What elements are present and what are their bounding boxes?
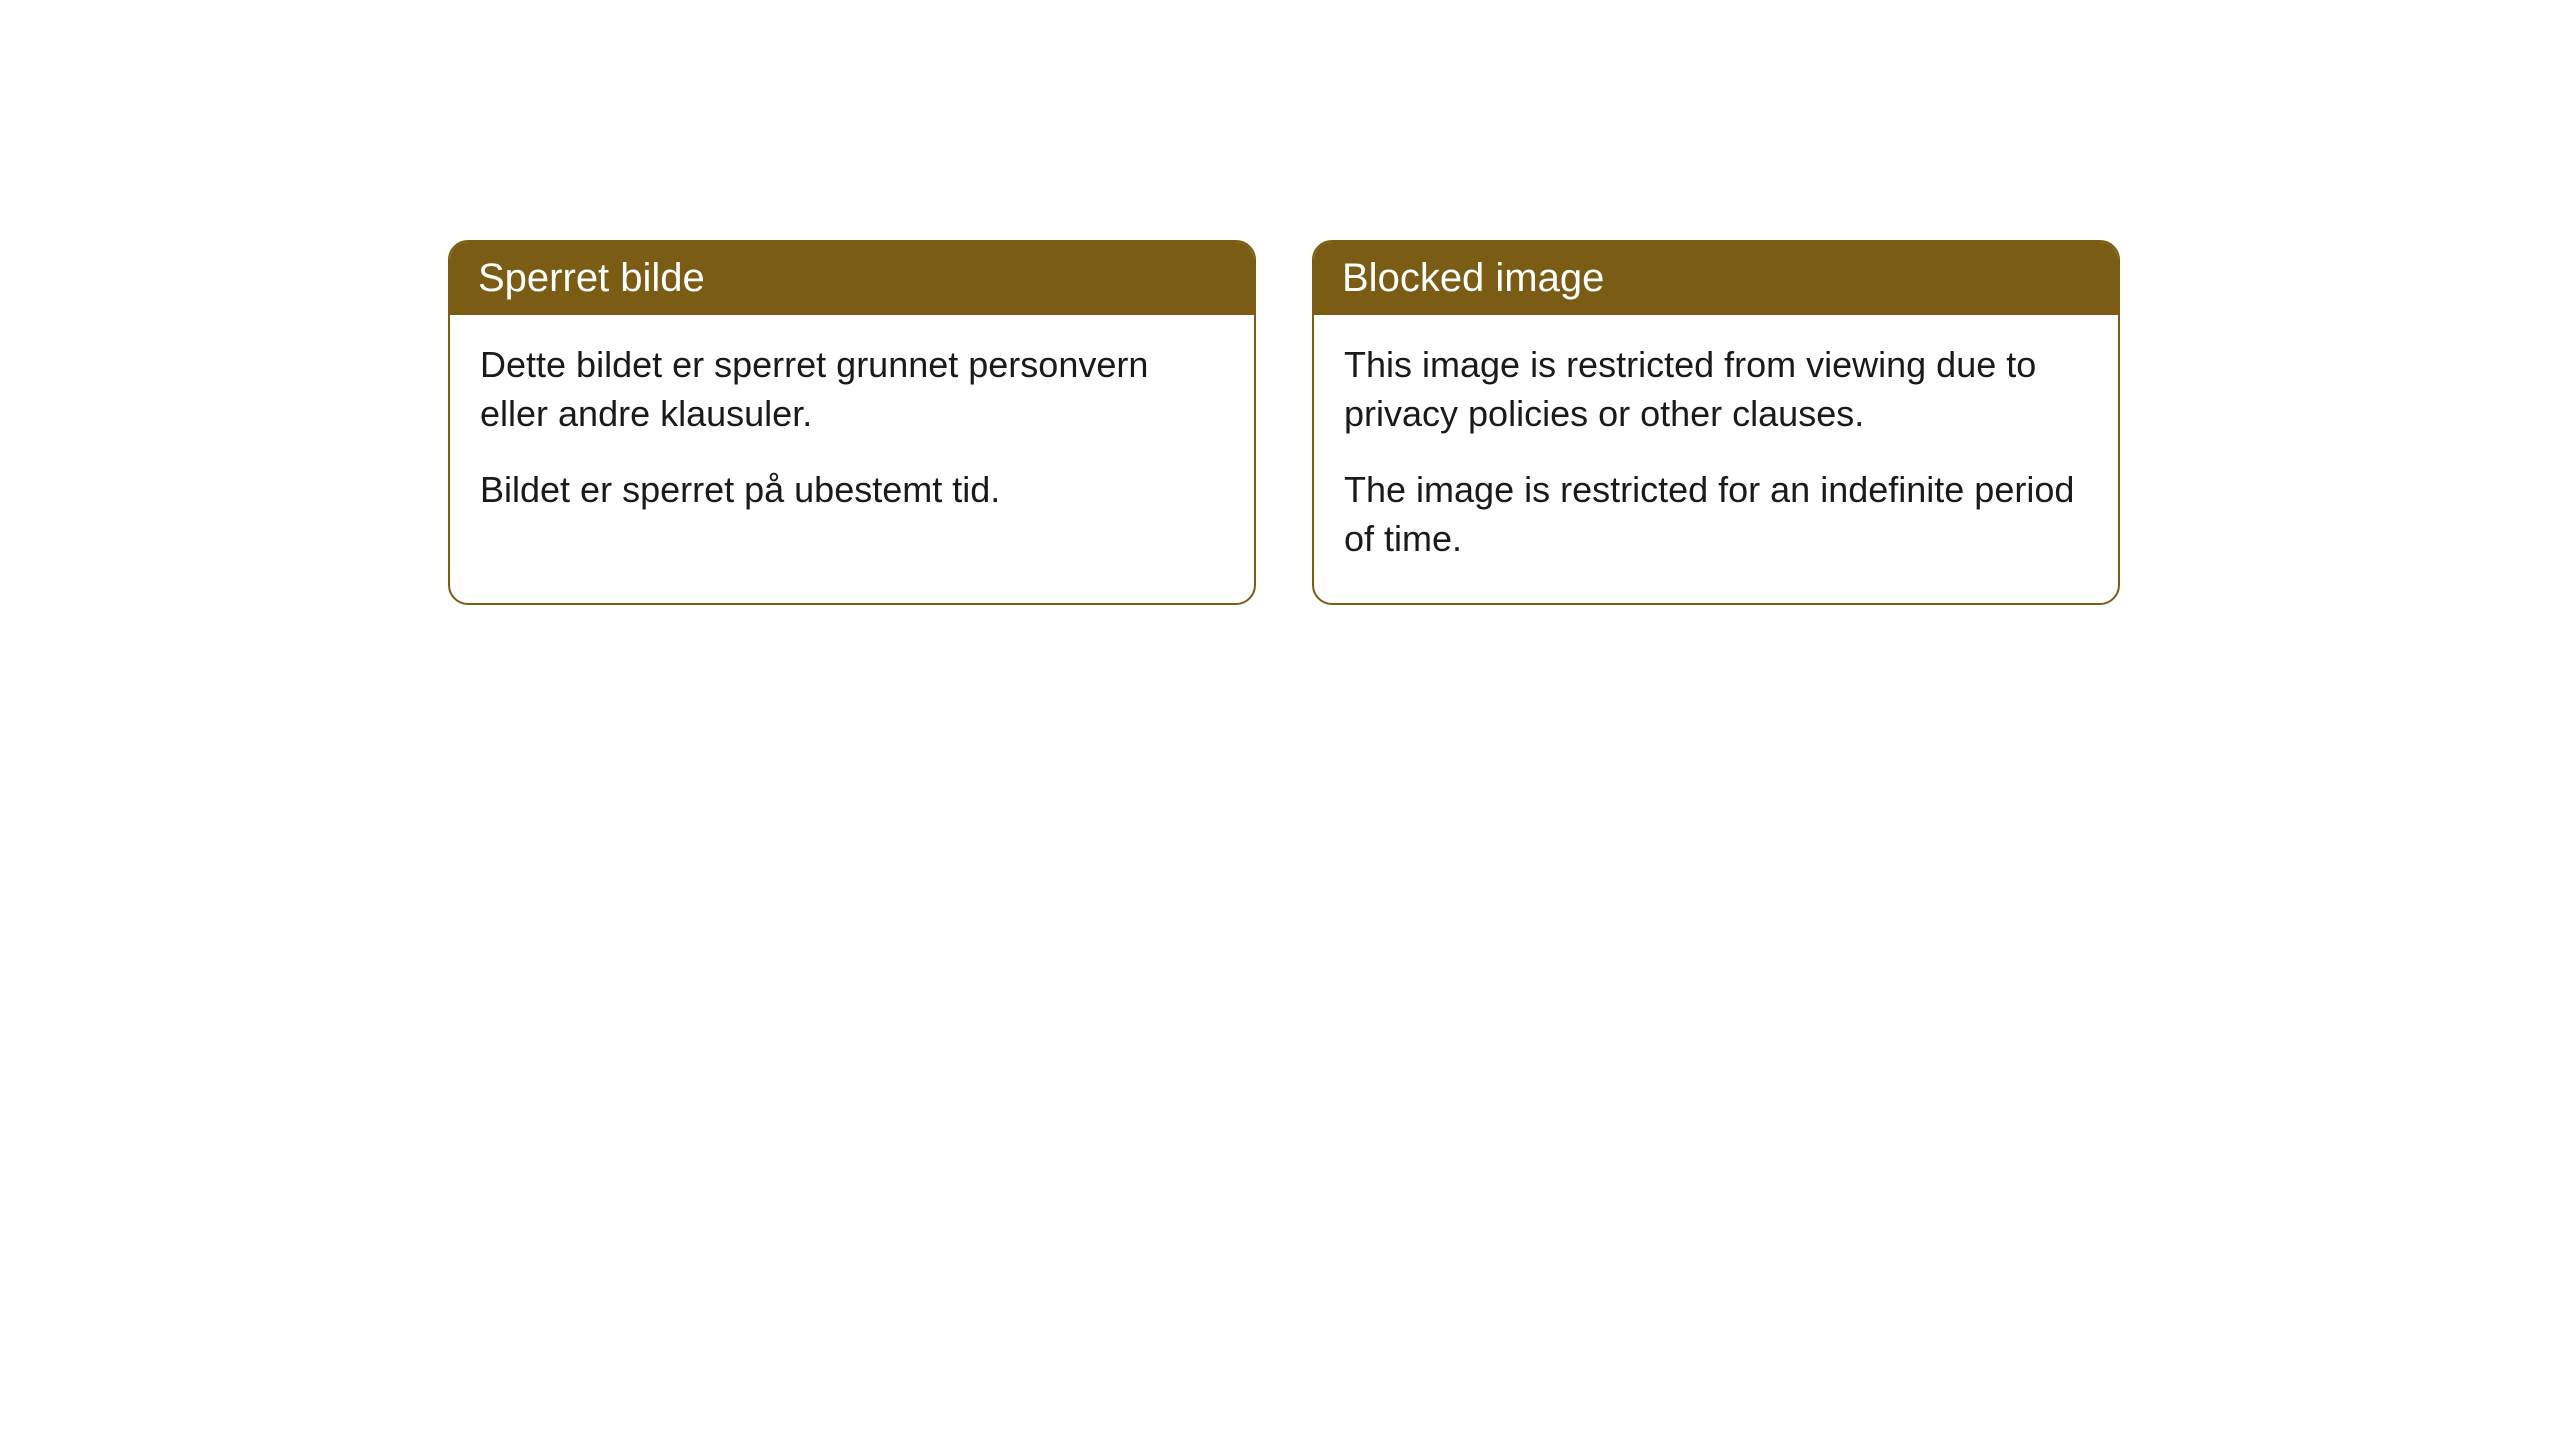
blocked-image-card-english: Blocked image This image is restricted f… — [1312, 240, 2120, 605]
card-paragraph: Bildet er sperret på ubestemt tid. — [480, 466, 1224, 515]
card-header: Sperret bilde — [450, 242, 1254, 315]
blocked-image-card-norwegian: Sperret bilde Dette bildet er sperret gr… — [448, 240, 1256, 605]
card-paragraph: The image is restricted for an indefinit… — [1344, 466, 2088, 563]
message-cards-container: Sperret bilde Dette bildet er sperret gr… — [448, 240, 2120, 605]
card-body: Dette bildet er sperret grunnet personve… — [450, 315, 1254, 555]
card-body: This image is restricted from viewing du… — [1314, 315, 2118, 603]
card-paragraph: This image is restricted from viewing du… — [1344, 341, 2088, 438]
card-header: Blocked image — [1314, 242, 2118, 315]
card-paragraph: Dette bildet er sperret grunnet personve… — [480, 341, 1224, 438]
